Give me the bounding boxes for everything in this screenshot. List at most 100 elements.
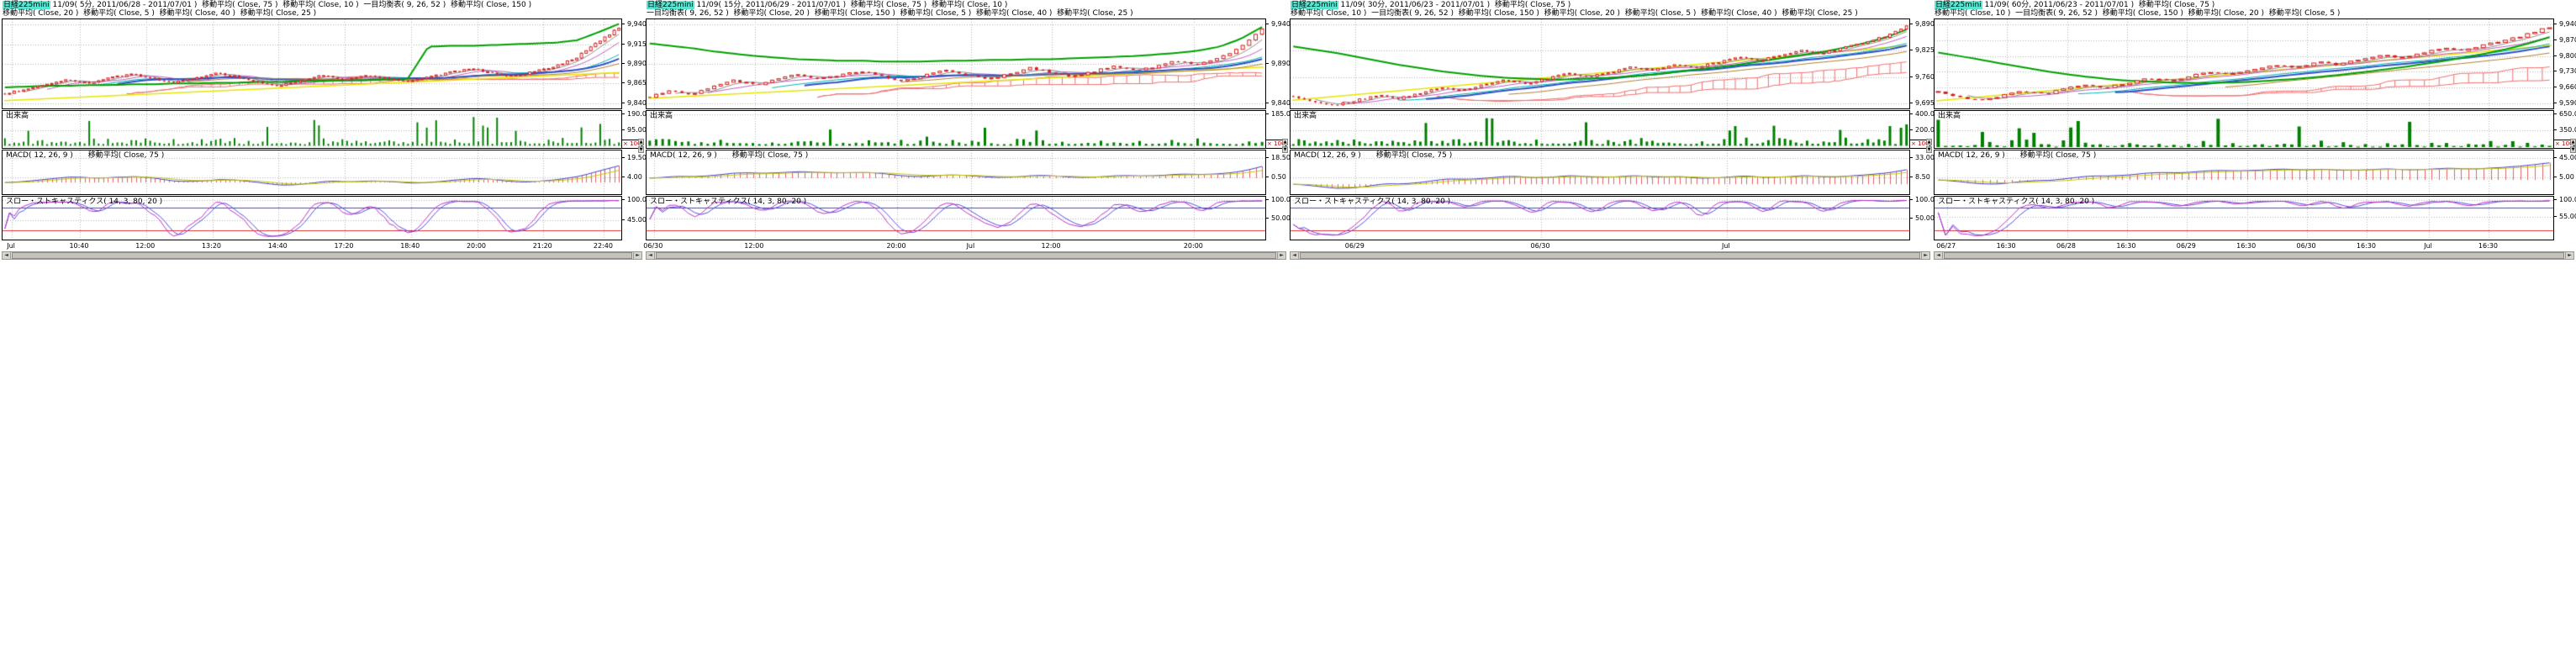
time-axis-label: Jul — [966, 242, 975, 250]
time-axis-label: 16:30 — [2356, 242, 2376, 250]
axis-tick-label: 45.00 — [2553, 154, 2576, 161]
time-axis-label: 10:40 — [69, 242, 89, 250]
axis-tick-label: 200.00 — [1909, 125, 1939, 134]
axis-tick-label: 9,840 — [621, 98, 647, 107]
contract-info: 11/09( 30分, 2011/06/23 - 2011/07/01 ) — [1338, 1, 1495, 9]
price-chart-section[interactable] — [1290, 18, 1910, 109]
time-axis-label: 22:40 — [593, 242, 613, 250]
instrument-name[interactable]: 日経225mini — [1291, 1, 1338, 9]
macd-chart-section[interactable]: MACD( 12, 26, 9 ) 移動平均( Close, 75 ) — [2, 150, 622, 195]
scroll-right-icon[interactable]: ► — [1921, 252, 1929, 259]
volume-chart-section[interactable]: 出来高 — [1290, 110, 1910, 149]
down-arrow-icon: ▼ — [2571, 147, 2575, 152]
time-axis-label: 21:20 — [532, 242, 552, 250]
up-arrow-icon: ▲ — [1927, 140, 1931, 145]
macd-chart-section[interactable]: MACD( 12, 26, 9 ) 移動平均( Close, 75 ) — [1290, 150, 1910, 195]
axis-tick-label: 400.00 — [1909, 110, 1939, 119]
scroll-right-icon[interactable]: ► — [1277, 252, 1285, 259]
axis-tick-label: 9,695 — [1909, 98, 1935, 107]
axis-tick-label: 5.00 — [2553, 173, 2574, 182]
scale-up-button[interactable]: ▲ — [638, 139, 644, 145]
horizontal-scrollbar[interactable]: ◄ ► — [1934, 251, 2574, 260]
stochastics-chart-section[interactable]: スロー・ストキャスティクス( 14, 3, 80, 20 ) — [646, 196, 1266, 240]
chart-panel-15min: 日経225mini 11/09( 15分, 2011/06/29 - 2011/… — [643, 0, 1295, 262]
volume-chart-section[interactable]: 出来高 — [2, 110, 622, 149]
axis-tick-label: 100.00 — [1909, 196, 1939, 204]
volume-label: 出来高 — [1938, 112, 1961, 120]
scroll-left-icon[interactable]: ◄ — [1291, 252, 1299, 259]
instrument-name[interactable]: 日経225mini — [3, 1, 50, 9]
scale-down-button[interactable]: ▼ — [638, 146, 644, 153]
price-canvas — [3, 19, 621, 108]
scroll-left-icon[interactable]: ◄ — [3, 252, 11, 259]
indicator-list-line1: 移動平均( Close, 75 ) 移動平均( Close, 10 ) — [850, 1, 1008, 9]
axis-tick-label: 9,590 — [2553, 99, 2576, 107]
price-axis: 9,940 9,915 9,890 9,865 9,840 — [621, 19, 647, 108]
axis-tick-label: 9,915 — [621, 40, 647, 48]
horizontal-scrollbar[interactable]: ◄ ► — [646, 251, 1286, 260]
contract-info: 11/09( 60分, 2011/06/23 - 2011/07/01 ) — [1982, 1, 2139, 9]
volume-chart-section[interactable]: 出来高 — [646, 110, 1266, 149]
stochastics-chart-section[interactable]: スロー・ストキャスティクス( 14, 3, 80, 20 ) — [2, 196, 622, 240]
stochastics-axis: 100.00 50.00 — [1909, 196, 1939, 240]
instrument-name[interactable]: 日経225mini — [1935, 1, 1982, 9]
time-axis-label: 16:30 — [1996, 242, 2016, 250]
macd-canvas — [1291, 150, 1909, 194]
instrument-name[interactable]: 日経225mini — [647, 1, 694, 9]
indicator-list-line2: 移動平均( Close, 20 ) 移動平均( Close, 5 ) 移動平均(… — [3, 9, 317, 18]
time-axis-label: Jul — [2424, 242, 2432, 250]
scale-down-button[interactable]: ▼ — [1926, 146, 1932, 153]
price-axis: 9,940 9,890 9,840 — [1265, 19, 1291, 108]
volume-chart-section[interactable]: 出来高 — [1934, 110, 2554, 149]
indicator-list-line2: 移動平均( Close, 10 ) 一目均衡表( 9, 26, 52 ) 移動平… — [1935, 9, 2341, 18]
time-axis-label: 20:00 — [886, 242, 906, 250]
scroll-left-icon[interactable]: ◄ — [647, 252, 655, 259]
indicator-list-line1: 移動平均( Close, 75 ) — [2138, 1, 2215, 9]
stochastics-label: スロー・ストキャスティクス( 14, 3, 80, 20 ) — [1294, 198, 1451, 206]
scroll-right-icon[interactable]: ► — [2565, 252, 2573, 259]
stochastics-chart-section[interactable]: スロー・ストキャスティクス( 14, 3, 80, 20 ) — [1934, 196, 2554, 240]
axis-tick-label: 50.00 — [1909, 214, 1935, 223]
stochastics-label: スロー・ストキャスティクス( 14, 3, 80, 20 ) — [650, 198, 807, 206]
scrollbar-thumb[interactable] — [656, 252, 1276, 259]
macd-chart-section[interactable]: MACD( 12, 26, 9 ) 移動平均( Close, 75 ) — [1934, 150, 2554, 195]
panel-header-line1: 日経225mini 11/09( 5分, 2011/06/28 - 2011/0… — [3, 1, 531, 9]
axis-tick-label: 350.00 — [2553, 126, 2576, 134]
scroll-right-icon[interactable]: ► — [633, 252, 641, 259]
price-axis: 9,890 9,825 9,760 9,695 — [1909, 19, 1935, 108]
scrollbar-thumb[interactable] — [1300, 252, 1920, 259]
axis-tick-label: 4.00 — [621, 173, 642, 182]
time-axis-label: 16:30 — [2116, 242, 2136, 250]
macd-ma-label: 移動平均( Close, 75 ) — [87, 151, 165, 160]
down-arrow-icon: ▼ — [1283, 147, 1287, 152]
time-axis-label: 06/27 — [1936, 242, 1956, 250]
macd-chart-section[interactable]: MACD( 12, 26, 9 ) 移動平均( Close, 75 ) — [646, 150, 1266, 195]
scrollbar-thumb[interactable] — [1944, 252, 2564, 259]
axis-tick-label: 9,890 — [1265, 60, 1291, 67]
scale-down-button[interactable]: ▼ — [2570, 146, 2576, 153]
price-chart-section[interactable] — [1934, 18, 2554, 109]
price-chart-section[interactable] — [646, 18, 1266, 109]
scrollbar-thumb[interactable] — [12, 252, 632, 259]
axis-tick-label: 9,890 — [1909, 20, 1935, 29]
axis-tick-label: 95.00 — [621, 125, 647, 134]
scroll-left-icon[interactable]: ◄ — [1935, 252, 1943, 259]
axis-tick-label: 19.50 — [621, 154, 647, 162]
axis-tick-label: 185.00 — [1265, 110, 1295, 119]
horizontal-scrollbar[interactable]: ◄ ► — [2, 251, 642, 260]
horizontal-scrollbar[interactable]: ◄ ► — [1290, 251, 1930, 260]
scale-up-button[interactable]: ▲ — [1926, 139, 1932, 145]
axis-tick-label: 0.50 — [1265, 173, 1286, 182]
scale-up-button[interactable]: ▲ — [2570, 139, 2576, 145]
price-canvas — [647, 19, 1265, 108]
axis-tick-label: 100.00 — [621, 196, 651, 204]
time-axis-label: 20:00 — [1183, 242, 1203, 250]
time-axis-label: 17:20 — [334, 242, 354, 250]
price-chart-section[interactable] — [2, 18, 622, 109]
chart-panel-30min: 日経225mini 11/09( 30分, 2011/06/23 - 2011/… — [1288, 0, 1939, 262]
macd-canvas — [1935, 150, 2553, 194]
scale-down-button[interactable]: ▼ — [1282, 146, 1288, 153]
scale-up-button[interactable]: ▲ — [1282, 139, 1288, 145]
stochastics-chart-section[interactable]: スロー・ストキャスティクス( 14, 3, 80, 20 ) — [1290, 196, 1910, 240]
stochastics-label: スロー・ストキャスティクス( 14, 3, 80, 20 ) — [1938, 198, 2095, 206]
